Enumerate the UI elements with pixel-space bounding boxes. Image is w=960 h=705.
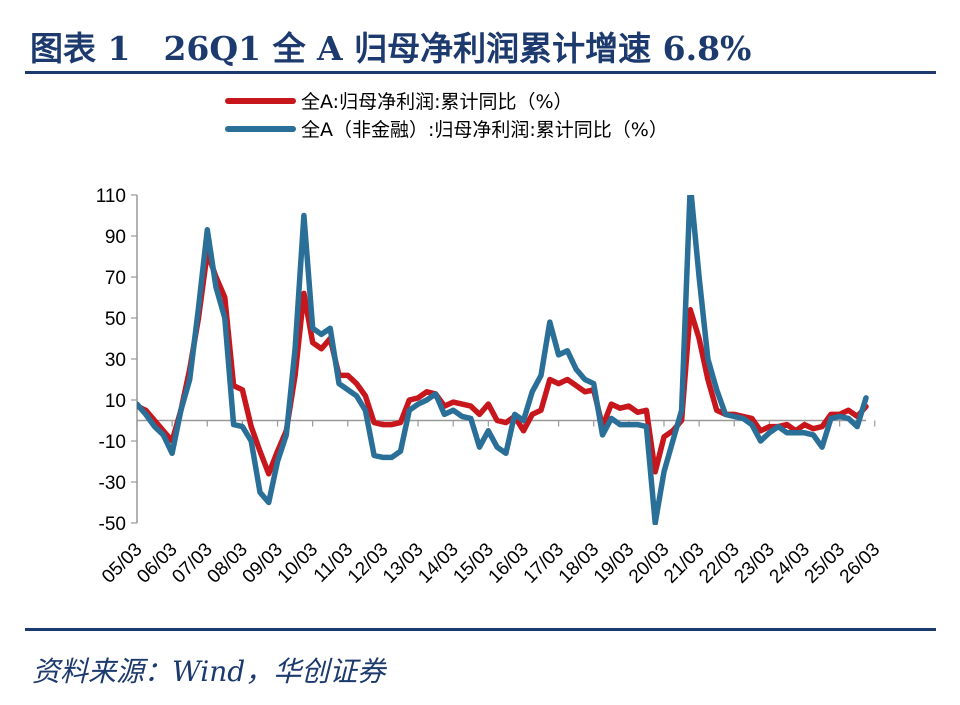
- y-tick-label: 110: [96, 186, 126, 207]
- y-tick-label: -50: [99, 514, 126, 535]
- series-layer: [137, 195, 869, 525]
- axes: 110 90 70 50 30 10 -10 -30 -50 05/0306/0307/0308/…: [96, 186, 885, 588]
- x-tick-label: 10/03: [274, 539, 322, 587]
- legend-label-1: 全A:归母净利润:累计同比（%）: [301, 91, 573, 113]
- x-tick-label: 17/03: [520, 539, 568, 587]
- x-tick-label: 18/03: [555, 539, 603, 587]
- y-tick-label: 10: [105, 391, 126, 412]
- x-tick-label: 23/03: [730, 539, 778, 587]
- series-line-2: [137, 195, 869, 525]
- x-tick-label: 08/03: [203, 539, 251, 587]
- top-rule: [25, 71, 936, 74]
- x-tick-label: 21/03: [660, 539, 708, 587]
- bottom-rule: [25, 628, 936, 631]
- figure-title: 图表 1 26Q1 全 A 归母净利润累计增速 6.8%: [30, 29, 752, 68]
- x-tick-label: 22/03: [695, 539, 743, 587]
- y-tick-label: 90: [105, 227, 126, 248]
- y-tick-label: 70: [105, 268, 126, 289]
- x-tick-label: 05/03: [98, 539, 146, 587]
- y-tick-label: 30: [105, 350, 126, 371]
- y-tick-label: -30: [99, 473, 126, 494]
- y-tick-label: -10: [99, 432, 126, 453]
- x-tick-label: 15/03: [449, 539, 497, 587]
- x-tick-label: 25/03: [801, 539, 849, 587]
- source-note: 资料来源：Wind，华创证券: [32, 655, 386, 688]
- legend-label-2: 全A（非金融）:归母净利润:累计同比（%）: [301, 119, 668, 141]
- y-tick-label: 50: [105, 309, 126, 330]
- line-chart: 全A:归母净利润:累计同比（%） 全A（非金融）:归母净利润:累计同比（%） 11…: [96, 91, 885, 588]
- x-tick-label: 06/03: [133, 539, 181, 587]
- x-tick-label: 09/03: [239, 539, 287, 587]
- x-tick-label: 07/03: [168, 539, 216, 587]
- x-tick-label: 24/03: [766, 539, 814, 587]
- x-tick-label: 19/03: [590, 539, 638, 587]
- legend: 全A:归母净利润:累计同比（%） 全A（非金融）:归母净利润:累计同比（%）: [225, 91, 668, 141]
- x-tick-label: 26/03: [836, 539, 884, 587]
- x-tick-label: 16/03: [485, 539, 533, 587]
- x-tick-label: 13/03: [379, 539, 427, 587]
- series-line-1: [137, 249, 869, 477]
- x-tick-label: 14/03: [414, 539, 462, 587]
- x-tick-label: 12/03: [344, 539, 392, 587]
- x-tick-label: 20/03: [625, 539, 673, 587]
